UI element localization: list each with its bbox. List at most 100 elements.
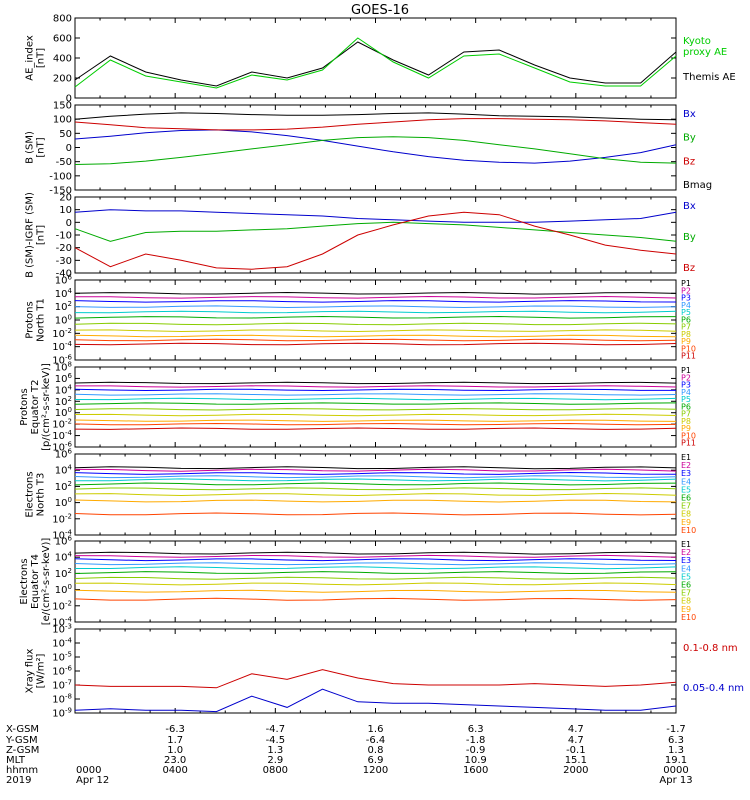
y-axis-label: Electrons [19, 558, 30, 604]
series-p10 [74, 338, 677, 342]
series-p4 [74, 305, 677, 309]
channel-label: P3 [681, 381, 691, 390]
y-axis-label: [p/(cm²-s-sr-keV)] [41, 363, 52, 451]
y-tick-label: 10-5 [52, 651, 72, 664]
channel-label: E1 [681, 453, 691, 462]
footer-value: 1.0 [167, 745, 183, 756]
series-e7 [74, 576, 677, 580]
footer-value: 0000 [76, 765, 101, 776]
channel-label: P6 [681, 402, 691, 411]
y-tick-label: 10-4 [52, 340, 72, 353]
legend-label: Bx [683, 201, 696, 212]
y-axis-label: [nT] [36, 137, 47, 157]
footer-value: 10.9 [465, 755, 487, 766]
channel-label: P6 [681, 315, 691, 324]
legend-label: Bz [683, 263, 695, 274]
series-0-05-0-4-nm [74, 688, 677, 713]
channel-label: E4 [681, 564, 691, 573]
footer-value: 1200 [363, 765, 388, 776]
y-tick-label: 102 [55, 480, 72, 493]
series-p7 [74, 408, 677, 411]
y-tick-label: 50 [59, 129, 72, 140]
footer-value: -1.8 [466, 735, 486, 746]
channel-label: P4 [681, 301, 691, 310]
channel-label: E6 [681, 581, 691, 590]
channel-label: P1 [681, 279, 691, 288]
series-p4 [74, 393, 677, 396]
series-p7 [74, 322, 677, 326]
channel-label: E9 [681, 518, 691, 527]
y-axis-label: Protons [19, 388, 30, 425]
y-tick-label: 0 [66, 218, 72, 229]
footer-value: 0.8 [368, 745, 384, 756]
channel-label: P11 [681, 439, 696, 448]
series-p5 [74, 397, 677, 401]
series-p11 [74, 427, 677, 430]
y-tick-label: 10-3 [52, 623, 72, 636]
footer-value: 6.3 [668, 735, 684, 746]
series-p9 [74, 419, 677, 422]
legend-label: Themis AE [682, 72, 736, 83]
footer-value: 0800 [263, 765, 288, 776]
footer-row-label: Y-GSM [5, 735, 38, 746]
series-e10 [74, 512, 677, 516]
legend-label: By [683, 232, 696, 243]
series-p8 [74, 329, 677, 333]
y-axis-label: Protons [25, 301, 36, 338]
y-axis-label: Equator T2 [30, 380, 41, 435]
series-p11 [74, 342, 677, 346]
legend-label: 0.05-0.4 nm [683, 683, 744, 694]
series-bz [74, 211, 677, 270]
footer-row-label: MLT [6, 755, 26, 766]
y-tick-label: 100 [53, 115, 72, 126]
channel-label: P5 [681, 308, 691, 317]
y-tick-label: 10 [59, 205, 72, 216]
footer-value: -4.5 [266, 735, 286, 746]
series-e9 [74, 499, 677, 503]
series-e10 [74, 597, 677, 601]
y-tick-label: 20 [59, 193, 72, 204]
y-tick-label: 100 [55, 314, 72, 327]
footer-value: Apr 13 [659, 775, 692, 786]
y-tick-label: 10-6 [52, 665, 72, 678]
footer-value: 6.3 [468, 724, 484, 735]
footer-value: 6.9 [368, 755, 384, 766]
y-tick-label: 106 [55, 274, 73, 287]
series-p6 [74, 402, 677, 405]
series-e7 [74, 487, 677, 491]
series-p1 [74, 291, 677, 295]
panel-frame [74, 366, 677, 448]
footer-value: 2.9 [267, 755, 283, 766]
y-tick-label: 104 [55, 287, 73, 300]
panel-bsm: 150 100 50 0 -50 -100 -150 B (SM) [nT] Bx By Bz Bmag [25, 101, 713, 197]
series-themis-ae [74, 41, 677, 87]
y-tick-label: 106 [55, 535, 73, 548]
footer-value: Apr 12 [76, 775, 109, 786]
y-tick-label: 10-2 [52, 512, 72, 525]
channel-label: P8 [681, 330, 691, 339]
channel-label: E6 [681, 494, 691, 503]
y-tick-label: -40 [56, 269, 72, 280]
legend-label: proxy AE [683, 47, 727, 58]
panel-frame [74, 17, 677, 99]
series-bz [74, 118, 677, 131]
footer-value: 1600 [463, 765, 488, 776]
series-bx [74, 129, 677, 164]
footer-value: 0000 [663, 765, 688, 776]
footer-value: -0.1 [566, 745, 586, 756]
y-tick-label: 0 [66, 143, 72, 154]
y-tick-label: -30 [56, 256, 72, 267]
y-tick-label: 10-4 [52, 637, 72, 650]
y-tick-label: 106 [55, 448, 73, 461]
panel-xray: 10-310-410-510-610-710-810-9 Xray flux [W/… [25, 623, 745, 720]
footer-value: 1.6 [368, 724, 384, 735]
footer-value: 19.1 [665, 755, 687, 766]
y-tick-label: 10-2 [52, 599, 72, 612]
channel-label: P9 [681, 424, 691, 433]
panel-frame [74, 196, 677, 274]
channel-label: E2 [681, 548, 691, 557]
